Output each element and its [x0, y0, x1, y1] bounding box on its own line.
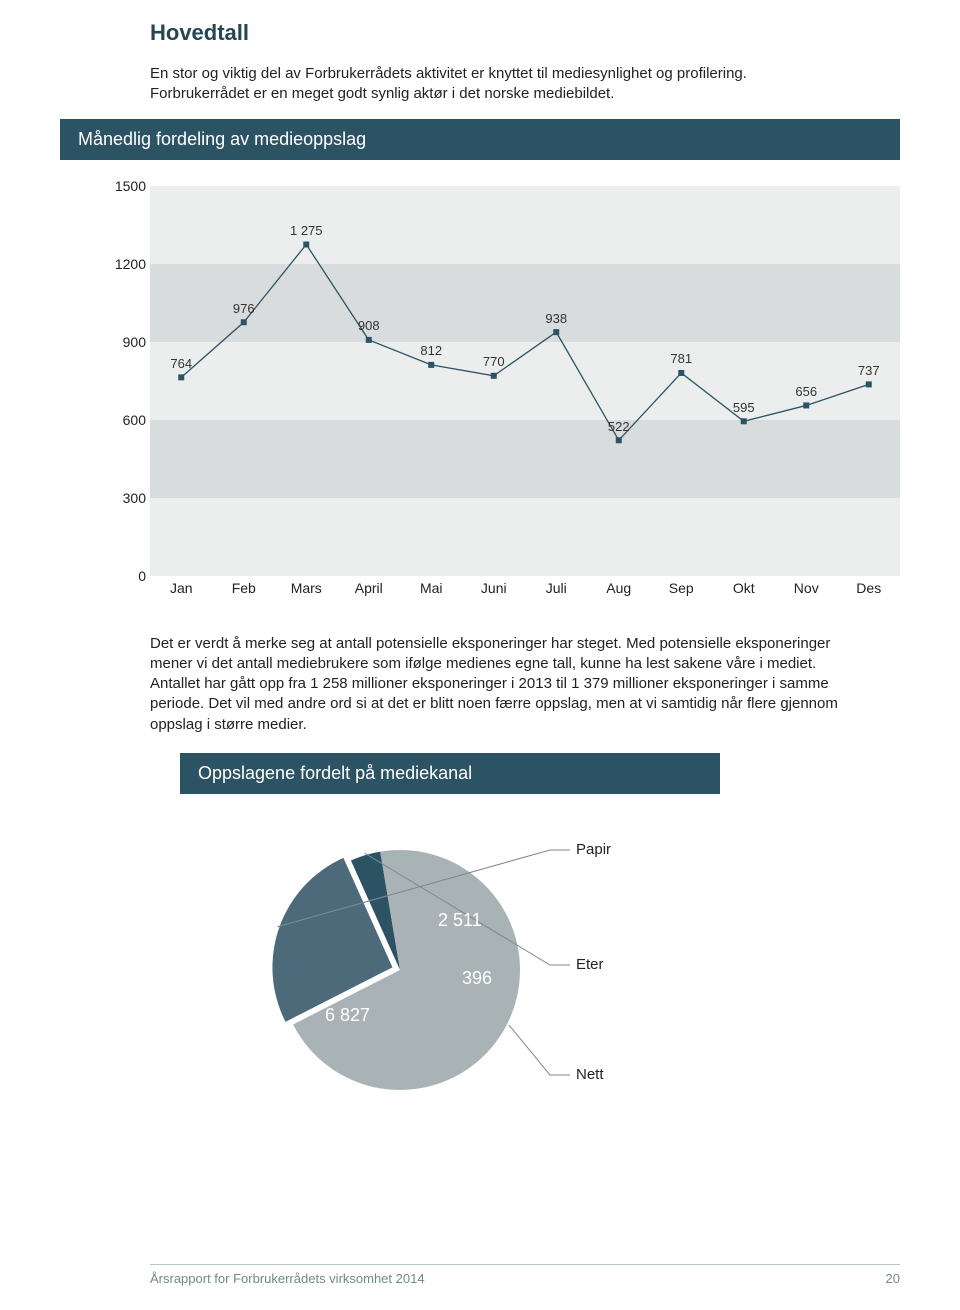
point-label: 737: [858, 363, 880, 378]
x-tick-label: Des: [838, 580, 901, 606]
pie-category-label: Eter: [576, 956, 604, 973]
point-label: 522: [608, 419, 630, 434]
middle-paragraph: Det er verdt å merke seg at antall poten…: [150, 634, 840, 735]
pie-value-label: 2 511: [438, 910, 482, 931]
point-label: 1 275: [290, 223, 323, 238]
x-tick-label: Nov: [775, 580, 838, 606]
x-tick-label: Sep: [650, 580, 713, 606]
x-tick-label: April: [338, 580, 401, 606]
pie-category-label: Nett: [576, 1066, 604, 1083]
x-tick-label: Okt: [713, 580, 776, 606]
y-tick-label: 0: [100, 568, 146, 584]
footer-left: Årsrapport for Forbrukerrådets virksomhe…: [150, 1271, 425, 1286]
point-label: 908: [358, 318, 380, 333]
x-tick-label: Juni: [463, 580, 526, 606]
x-tick-label: Aug: [588, 580, 651, 606]
x-tick-label: Mai: [400, 580, 463, 606]
page-footer: Årsrapport for Forbrukerrådets virksomhe…: [150, 1264, 900, 1286]
point-label: 595: [733, 400, 755, 415]
footer-page-number: 20: [886, 1271, 900, 1286]
line-section-title: Månedlig fordeling av medieoppslag: [60, 119, 900, 160]
y-tick-label: 1500: [100, 178, 146, 194]
x-tick-label: Mars: [275, 580, 338, 606]
point-label: 812: [420, 343, 442, 358]
x-tick-label: Jan: [150, 580, 213, 606]
y-tick-label: 600: [100, 412, 146, 428]
y-tick-label: 1200: [100, 256, 146, 272]
point-label: 656: [795, 384, 817, 399]
intro-paragraph: En stor og viktig del av Forbrukerrådets…: [150, 64, 840, 105]
pie-value-label: 396: [462, 968, 492, 989]
line-chart: 764 976 1 275 908 812 770 938 522 781 595 656 737 0 3…: [90, 186, 890, 606]
pie-value-label: 6 827: [325, 1005, 370, 1026]
point-label: 764: [170, 356, 192, 371]
pie-category-label: Papir: [576, 841, 611, 858]
point-label: 770: [483, 354, 505, 369]
point-label: 938: [545, 311, 567, 326]
pie-chart: 2 511 396 6 827 Papir Eter Nett: [240, 820, 800, 1110]
point-label: 976: [233, 301, 255, 316]
pie-section-title: Oppslagene fordelt på mediekanal: [180, 753, 720, 794]
point-label: 781: [670, 351, 692, 366]
x-tick-label: Juli: [525, 580, 588, 606]
x-tick-label: Feb: [213, 580, 276, 606]
y-tick-label: 300: [100, 490, 146, 506]
y-tick-label: 900: [100, 334, 146, 350]
page-title: Hovedtall: [150, 20, 900, 46]
